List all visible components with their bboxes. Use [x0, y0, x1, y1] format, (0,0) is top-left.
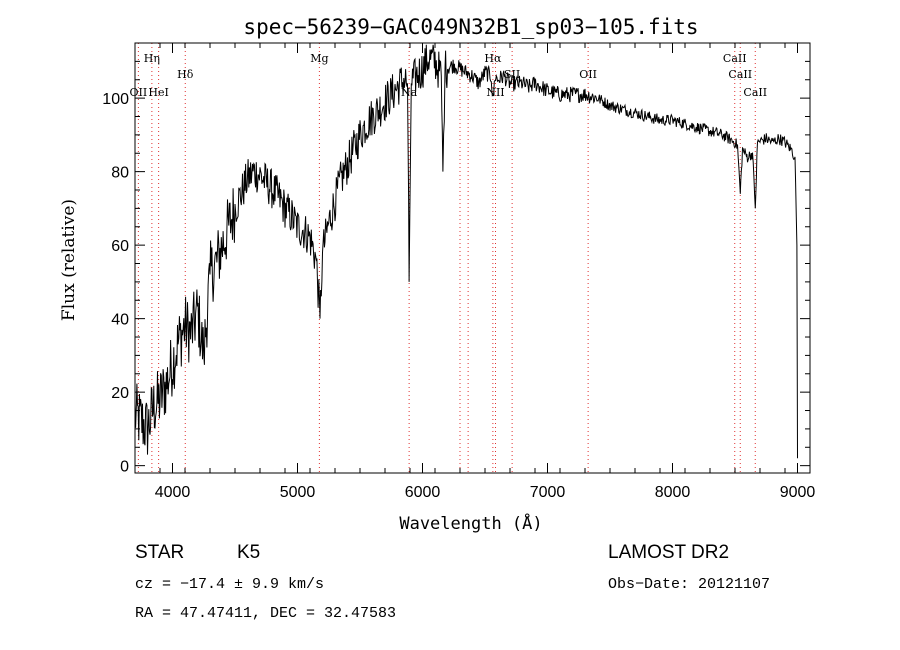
axis-tick-labels: 4000 5000 6000 7000 8000 9000 0 20 40 60 80 100 [102, 91, 815, 501]
spectral-line-label: Hα [484, 52, 502, 65]
survey-name: LAMOST DR2 [608, 542, 730, 563]
y-tick-label: 60 [111, 238, 129, 255]
x-tick-label: 4000 [155, 484, 191, 501]
spectral-line-label: OII [579, 68, 597, 81]
spectral-line-label: CaII [743, 86, 767, 99]
ra-dec-coordinates: RA = 47.47411, DEC = 32.47583 [135, 605, 397, 622]
y-tick-label: 40 [111, 312, 129, 329]
spectral-line-label: Na [401, 86, 418, 99]
chart-title: spec−56239−GAC049N32B1_sp03−105.fits [243, 15, 698, 39]
spectrum-series-line [134, 44, 798, 459]
y-tick-label: 80 [111, 165, 129, 182]
y-tick-label: 20 [111, 385, 129, 402]
x-axis-label: Wavelength (Å) [399, 512, 542, 534]
y-axis-label: Flux (relative) [59, 199, 79, 321]
spectral-line-label: Mg [310, 52, 328, 65]
x-tick-label: 9000 [780, 484, 816, 501]
spectral-line-label: NII [486, 86, 504, 99]
x-tick-label: 7000 [530, 484, 566, 501]
plot-frame [134, 42, 811, 474]
spectral-line-label: HeI [148, 86, 168, 99]
observation-date: Obs−Date: 20121107 [608, 576, 771, 593]
x-tick-label: 8000 [655, 484, 691, 501]
x-tick-label: 6000 [405, 484, 441, 501]
spectral-line-label: CaII [723, 52, 747, 65]
spectral-line-label: OII [130, 86, 148, 99]
y-tick-label: 0 [120, 459, 129, 476]
redshift-cz: cz = −17.4 ± 9.9 km/s [135, 576, 325, 593]
object-subclass: K5 [237, 542, 261, 563]
spectral-line-label: CaII [728, 68, 752, 81]
spectral-line-label: Hη [144, 52, 160, 65]
spectral-line-label: Hδ [177, 68, 194, 81]
y-tick-label: 100 [102, 91, 129, 108]
axis-ticks [134, 42, 811, 473]
x-tick-label: 5000 [280, 484, 316, 501]
object-class: STAR [135, 542, 185, 563]
spectral-line-markers [137, 43, 756, 473]
